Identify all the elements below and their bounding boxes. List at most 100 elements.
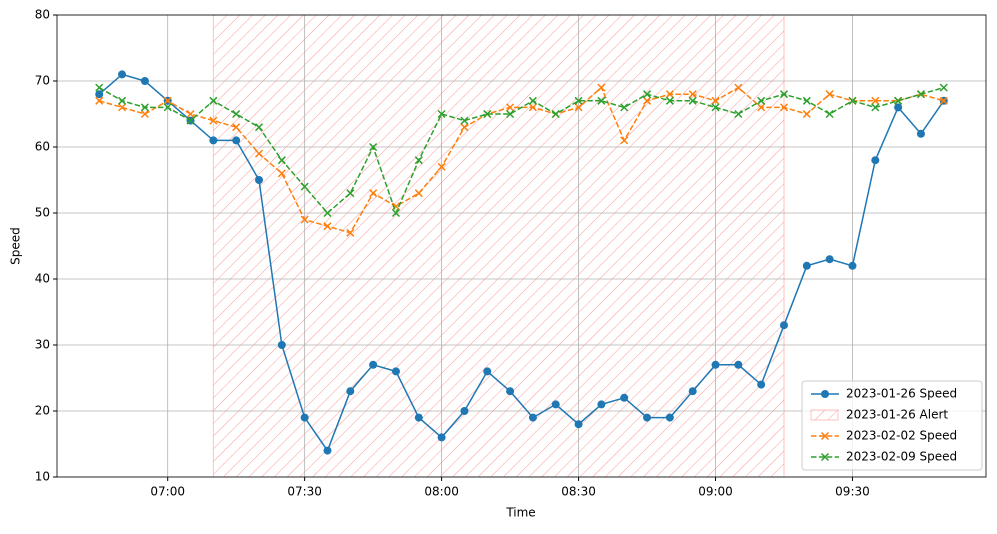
point (95, 83, 104, 92)
point (254, 123, 264, 132)
point (483, 109, 492, 119)
point (232, 136, 241, 145)
point (369, 189, 378, 198)
point (414, 413, 423, 422)
point (894, 96, 903, 105)
point (323, 222, 332, 231)
point (391, 208, 400, 218)
point (528, 103, 537, 112)
legend-marker (820, 452, 830, 462)
y-tick-label: 60 (35, 140, 50, 154)
point (186, 116, 195, 125)
point (506, 387, 515, 396)
point (916, 90, 925, 99)
point (163, 103, 172, 112)
point (277, 156, 286, 165)
point (711, 103, 720, 112)
point (711, 360, 720, 369)
plot-frame (56, 14, 987, 478)
point (437, 433, 446, 442)
point (757, 96, 766, 105)
y-tick-label: 40 (35, 272, 50, 286)
y-tick-label: 10 (35, 470, 50, 484)
point (163, 96, 172, 105)
x-tick-label: 08:00 (424, 485, 459, 499)
point (871, 103, 880, 112)
x-axis-label: Time (505, 506, 535, 520)
point (460, 116, 469, 125)
point (118, 70, 127, 79)
alert-span (212, 14, 785, 478)
point (506, 109, 515, 119)
legend-marker (821, 390, 829, 398)
point (369, 360, 378, 369)
x-tick-label: 07:30 (287, 485, 322, 499)
point (802, 261, 811, 270)
point (414, 189, 423, 198)
point (779, 90, 789, 99)
point (460, 407, 469, 415)
point (825, 109, 834, 119)
point (346, 228, 355, 237)
point (620, 136, 629, 145)
point (118, 96, 127, 105)
point (825, 90, 834, 99)
point (528, 96, 537, 105)
point (597, 400, 606, 409)
y-tick-label: 70 (35, 74, 50, 88)
point (323, 446, 332, 455)
point (506, 103, 515, 112)
legend-label: 2023-02-02 Speed (846, 429, 957, 443)
point (140, 103, 149, 112)
series-line (98, 86, 944, 216)
point (620, 393, 629, 402)
point (894, 103, 903, 112)
point (734, 83, 743, 92)
point (848, 96, 857, 105)
point (574, 103, 583, 112)
point (688, 90, 697, 99)
point (939, 96, 948, 105)
point (414, 156, 423, 165)
point (232, 109, 241, 119)
point (323, 208, 332, 218)
point (734, 109, 743, 119)
point (643, 413, 652, 422)
x-tick-label: 07:00 (150, 485, 185, 499)
point (688, 96, 697, 105)
point (437, 109, 446, 119)
point (665, 90, 674, 99)
point (391, 367, 400, 376)
point (779, 321, 788, 330)
y-tick-label: 50 (35, 206, 50, 220)
point (574, 420, 583, 429)
legend: 2023-01-26 Speed 2023-01-26 Alert 2023-02-… (801, 380, 983, 471)
point (643, 90, 652, 99)
point (483, 367, 492, 376)
point (802, 109, 811, 119)
point (916, 129, 925, 138)
point (620, 103, 629, 112)
point (277, 341, 286, 349)
legend-swatch (810, 409, 839, 421)
point (551, 109, 560, 119)
y-tick-label: 30 (35, 338, 50, 352)
point (665, 413, 674, 422)
series-line (99, 86, 944, 234)
point (688, 387, 697, 396)
point (209, 96, 218, 105)
point (209, 116, 218, 125)
point (300, 413, 309, 422)
point (757, 103, 766, 112)
point (300, 215, 309, 224)
series-line (98, 73, 945, 453)
point (232, 123, 241, 132)
point (95, 90, 104, 99)
point (848, 261, 857, 270)
point (254, 149, 264, 158)
point (460, 123, 469, 132)
point (255, 176, 264, 184)
point (643, 96, 652, 105)
point (802, 96, 811, 105)
